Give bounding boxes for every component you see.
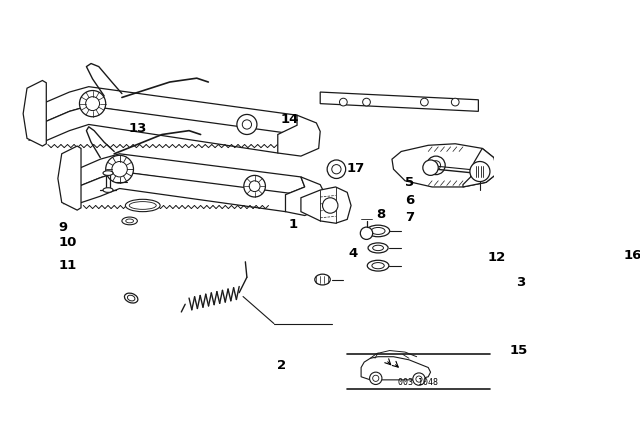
Circle shape [249, 181, 260, 192]
Polygon shape [361, 357, 431, 380]
Circle shape [323, 198, 338, 213]
Text: 7: 7 [405, 211, 414, 224]
Ellipse shape [124, 293, 138, 303]
Text: 12: 12 [488, 251, 506, 264]
Polygon shape [77, 172, 305, 211]
Circle shape [431, 161, 440, 170]
Polygon shape [42, 106, 301, 153]
Circle shape [451, 98, 459, 106]
Ellipse shape [372, 245, 383, 250]
Circle shape [372, 375, 379, 381]
Polygon shape [301, 187, 351, 223]
Circle shape [112, 161, 127, 177]
Text: 17: 17 [346, 162, 365, 175]
Text: 4: 4 [349, 247, 358, 260]
Circle shape [339, 98, 348, 106]
Circle shape [416, 376, 422, 382]
Ellipse shape [129, 202, 156, 209]
Text: 3: 3 [516, 276, 525, 289]
Ellipse shape [122, 217, 138, 225]
Ellipse shape [598, 171, 621, 183]
Text: 15: 15 [509, 344, 527, 357]
Polygon shape [42, 86, 301, 134]
Ellipse shape [103, 188, 113, 192]
Circle shape [86, 97, 100, 111]
Ellipse shape [125, 199, 160, 211]
Text: 14: 14 [280, 112, 298, 125]
Ellipse shape [367, 260, 389, 271]
Polygon shape [23, 81, 46, 146]
Circle shape [427, 156, 445, 175]
Circle shape [369, 372, 382, 384]
Circle shape [327, 160, 346, 178]
Text: 13: 13 [128, 122, 147, 135]
Circle shape [423, 160, 438, 175]
Polygon shape [77, 154, 305, 195]
Polygon shape [392, 144, 498, 187]
Ellipse shape [372, 263, 384, 269]
Circle shape [243, 120, 252, 129]
Text: 11: 11 [59, 259, 77, 272]
Text: 9: 9 [59, 220, 68, 233]
Text: 10: 10 [59, 236, 77, 249]
Circle shape [79, 90, 106, 117]
Ellipse shape [315, 274, 330, 285]
Ellipse shape [371, 228, 385, 234]
Ellipse shape [367, 225, 390, 237]
Polygon shape [285, 177, 324, 215]
Circle shape [106, 155, 134, 183]
Ellipse shape [103, 171, 113, 175]
Circle shape [237, 114, 257, 134]
Text: 16: 16 [623, 249, 640, 262]
Polygon shape [320, 92, 478, 112]
Circle shape [420, 98, 428, 106]
Circle shape [363, 98, 371, 106]
Text: 1: 1 [289, 218, 298, 231]
Ellipse shape [127, 295, 135, 301]
Ellipse shape [368, 243, 388, 253]
Polygon shape [278, 115, 320, 156]
Text: 6: 6 [405, 194, 414, 207]
Text: 2: 2 [277, 359, 286, 372]
Text: 5: 5 [405, 176, 414, 189]
Circle shape [360, 227, 372, 239]
Circle shape [470, 161, 490, 181]
Circle shape [413, 373, 425, 385]
Circle shape [244, 175, 266, 197]
Circle shape [332, 164, 341, 174]
Polygon shape [463, 148, 498, 187]
Polygon shape [58, 146, 81, 210]
Text: 003 1048: 003 1048 [398, 378, 438, 387]
Ellipse shape [126, 219, 134, 223]
Text: 8: 8 [376, 208, 385, 221]
